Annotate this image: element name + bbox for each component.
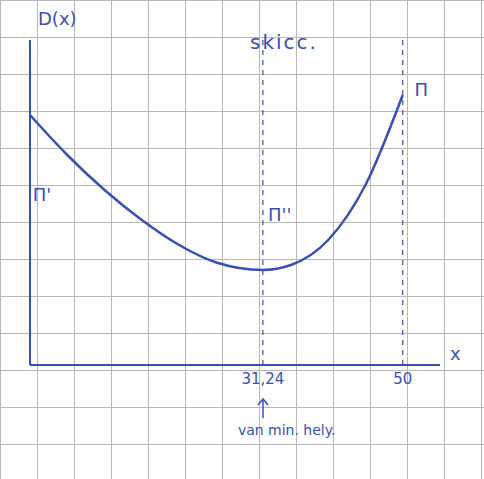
- html-text:skicc.: skicc.: [250, 30, 318, 54]
- html-text:x: x: [450, 343, 461, 364]
- svg-text:31,24: 31,24: [241, 370, 284, 388]
- html-text:van min. hely.: van min. hely.: [237, 422, 336, 438]
- svg-text:Π'': Π'': [268, 204, 291, 225]
- html-text:D(x): D(x): [38, 8, 77, 29]
- svg-text:Π: Π: [415, 79, 429, 100]
- svg-text:Π': Π': [33, 184, 51, 205]
- svg-text:50: 50: [393, 370, 412, 388]
